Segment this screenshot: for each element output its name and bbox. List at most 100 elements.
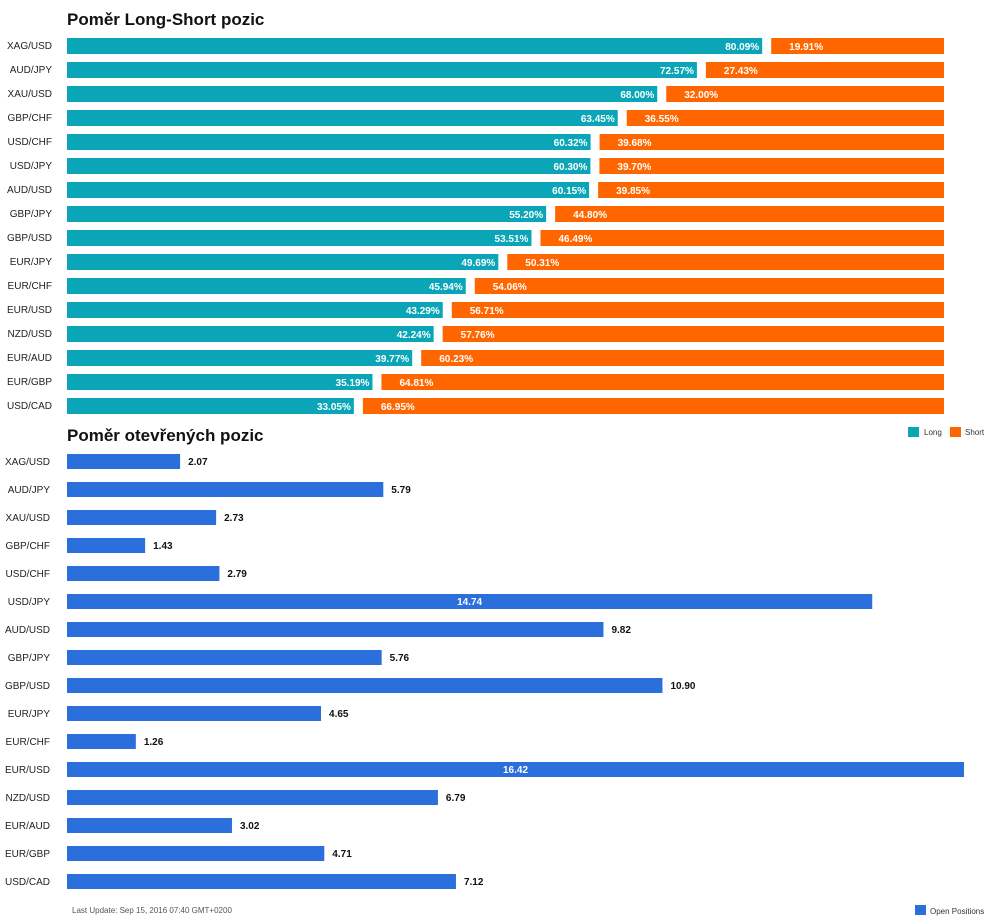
open-positions-bar bbox=[67, 650, 382, 665]
long-bar bbox=[67, 254, 499, 270]
short-bar bbox=[381, 374, 944, 390]
short-value-label: 19.91% bbox=[789, 42, 823, 53]
short-value-label: 54.06% bbox=[493, 282, 527, 293]
long-bar bbox=[67, 38, 763, 54]
legend-short-swatch bbox=[950, 427, 961, 437]
long-bar bbox=[67, 110, 618, 126]
long-value-label: 55.20% bbox=[509, 210, 543, 221]
long-value-label: 63.45% bbox=[581, 114, 615, 125]
category-label: GBP/CHF bbox=[8, 113, 52, 124]
long-value-label: 45.94% bbox=[429, 282, 463, 293]
open-positions-bar bbox=[67, 454, 181, 469]
short-value-label: 32.00% bbox=[684, 90, 718, 101]
long-value-label: 60.15% bbox=[552, 186, 586, 197]
open-value-label: 16.42 bbox=[503, 765, 528, 776]
category-label: EUR/GBP bbox=[7, 377, 52, 388]
open-positions-bar bbox=[67, 622, 604, 637]
short-bar bbox=[507, 254, 944, 270]
long-bar bbox=[67, 230, 532, 246]
category-label: GBP/USD bbox=[7, 233, 52, 244]
long-bar bbox=[67, 206, 547, 222]
open-positions-bar bbox=[67, 846, 325, 861]
open-value-label: 4.65 bbox=[329, 709, 349, 720]
legend-short-label: Short bbox=[965, 428, 985, 437]
long-value-label: 68.00% bbox=[620, 90, 654, 101]
open-value-label: 14.74 bbox=[457, 597, 482, 608]
open-positions-bar bbox=[67, 482, 384, 497]
short-bar bbox=[540, 230, 944, 246]
category-label: USD/JPY bbox=[8, 597, 51, 608]
open-positions-bar bbox=[67, 818, 232, 833]
category-label: GBP/JPY bbox=[10, 209, 53, 220]
short-value-label: 64.81% bbox=[399, 378, 433, 389]
long-bar bbox=[67, 62, 697, 78]
long-short-chart: XAG/USD 80.09% 19.91% AUD/JPY 72.57% 27.43% XA… bbox=[7, 38, 944, 414]
long-value-label: 42.24% bbox=[397, 330, 431, 341]
open-positions-bar bbox=[67, 762, 964, 777]
category-label: GBP/JPY bbox=[8, 653, 51, 664]
category-label: XAG/USD bbox=[7, 41, 52, 52]
short-value-label: 46.49% bbox=[558, 234, 592, 245]
chart2-title: Poměr otevřených pozic bbox=[67, 426, 264, 445]
short-bar bbox=[421, 350, 944, 366]
open-value-label: 5.76 bbox=[390, 653, 410, 664]
short-value-label: 39.68% bbox=[618, 138, 652, 149]
short-bar bbox=[474, 278, 944, 294]
category-label: EUR/AUD bbox=[7, 353, 52, 364]
short-bar bbox=[598, 182, 944, 198]
open-value-label: 7.12 bbox=[464, 877, 484, 888]
long-bar bbox=[67, 350, 413, 366]
category-label: EUR/GBP bbox=[5, 849, 50, 860]
open-positions-bar bbox=[67, 678, 663, 693]
short-bar bbox=[626, 110, 944, 126]
category-label: EUR/AUD bbox=[5, 821, 50, 832]
short-bar bbox=[451, 302, 944, 318]
short-bar bbox=[362, 398, 944, 414]
short-bar bbox=[599, 158, 944, 174]
category-label: EUR/CHF bbox=[6, 737, 50, 748]
short-value-label: 39.85% bbox=[616, 186, 650, 197]
category-label: EUR/CHF bbox=[8, 281, 52, 292]
open-positions-bar bbox=[67, 566, 220, 581]
open-value-label: 2.07 bbox=[188, 457, 208, 468]
long-bar bbox=[67, 134, 591, 150]
long-value-label: 33.05% bbox=[317, 402, 351, 413]
last-update-text: Last Update: Sep 15, 2016 07:40 GMT+0200 bbox=[72, 906, 232, 915]
long-bar bbox=[67, 182, 590, 198]
legend-open-swatch bbox=[915, 905, 926, 915]
category-label: USD/CHF bbox=[8, 137, 52, 148]
category-label: XAU/USD bbox=[8, 89, 52, 100]
category-label: NZD/USD bbox=[8, 329, 52, 340]
open-value-label: 10.90 bbox=[670, 681, 695, 692]
long-bar bbox=[67, 278, 466, 294]
legend-open-label: Open Positions bbox=[930, 907, 984, 916]
long-value-label: 60.32% bbox=[554, 138, 588, 149]
open-value-label: 1.26 bbox=[144, 737, 164, 748]
short-bar bbox=[666, 86, 944, 102]
category-label: EUR/JPY bbox=[10, 257, 53, 268]
long-value-label: 35.19% bbox=[336, 378, 370, 389]
short-value-label: 66.95% bbox=[381, 402, 415, 413]
long-value-label: 60.30% bbox=[553, 162, 587, 173]
open-positions-bar bbox=[67, 510, 217, 525]
open-positions-chart: XAG/USD 2.07 AUD/JPY 5.79 XAU/USD 2.73 GBP/CHF… bbox=[5, 454, 964, 889]
category-label: EUR/USD bbox=[7, 305, 52, 316]
long-value-label: 72.57% bbox=[660, 66, 694, 77]
category-label: XAG/USD bbox=[5, 457, 50, 468]
category-label: GBP/USD bbox=[5, 681, 50, 692]
category-label: EUR/USD bbox=[5, 765, 50, 776]
long-bar bbox=[67, 302, 443, 318]
short-value-label: 50.31% bbox=[525, 258, 559, 269]
open-positions-bar bbox=[67, 790, 438, 805]
open-positions-bar bbox=[67, 594, 873, 609]
short-value-label: 36.55% bbox=[645, 114, 679, 125]
short-value-label: 27.43% bbox=[724, 66, 758, 77]
category-label: AUD/USD bbox=[7, 185, 52, 196]
category-label: AUD/USD bbox=[5, 625, 50, 636]
category-label: USD/JPY bbox=[10, 161, 53, 172]
long-bar bbox=[67, 398, 354, 414]
long-bar bbox=[67, 374, 373, 390]
short-bar bbox=[442, 326, 944, 342]
long-value-label: 49.69% bbox=[461, 258, 495, 269]
